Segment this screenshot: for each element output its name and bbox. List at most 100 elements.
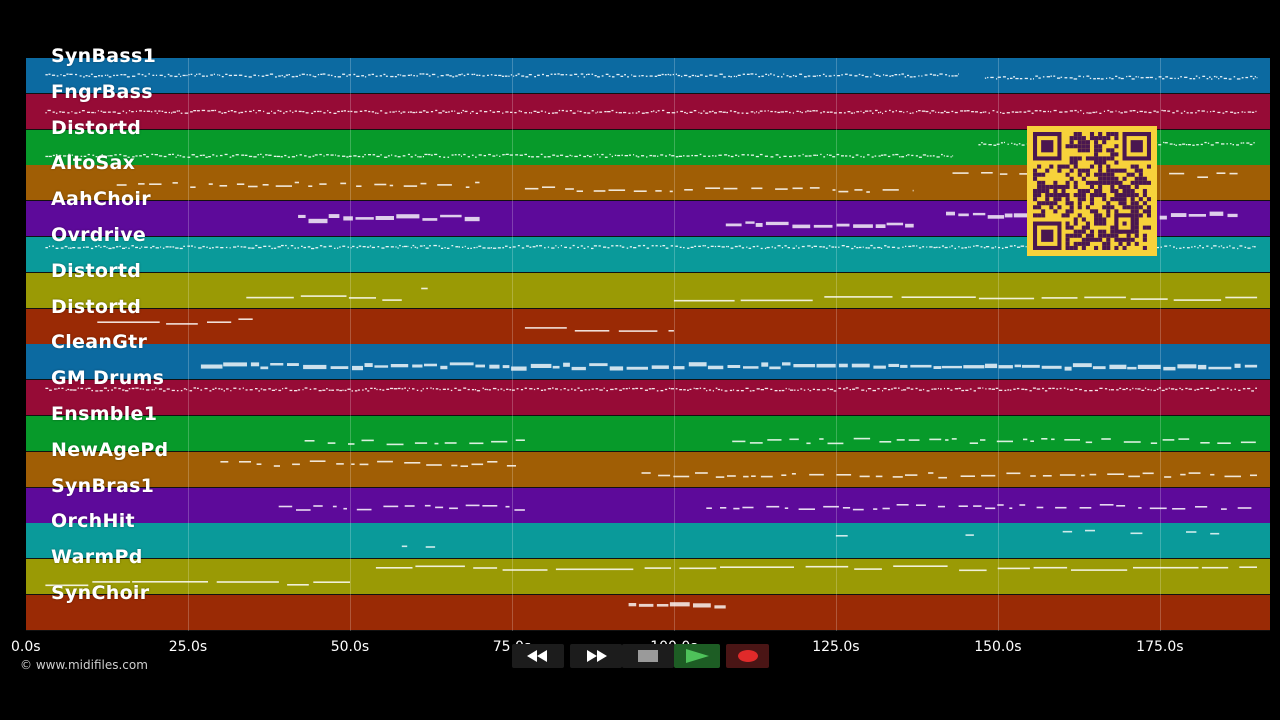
note: [683, 74, 688, 77]
rewind-icon: [527, 650, 547, 662]
note: [280, 155, 283, 157]
note: [1073, 78, 1078, 80]
note-track: [45, 73, 1258, 80]
note: [675, 73, 677, 75]
note: [708, 155, 711, 157]
note: [906, 110, 908, 113]
stop-button[interactable]: [622, 644, 674, 668]
note: [946, 211, 955, 216]
note: [1190, 111, 1193, 114]
note: [58, 387, 60, 390]
note: [500, 388, 503, 390]
track-lane[interactable]: [26, 344, 1270, 381]
note: [308, 185, 313, 188]
track-lane[interactable]: [26, 272, 1270, 309]
qr-code[interactable]: [1027, 126, 1157, 256]
track-lane[interactable]: [26, 451, 1270, 488]
note: [292, 463, 300, 465]
note: [511, 366, 527, 372]
note: [225, 73, 228, 75]
note: [505, 153, 509, 155]
note: [1019, 111, 1022, 113]
track-lane[interactable]: [26, 523, 1270, 560]
track-lane[interactable]: [26, 559, 1270, 596]
note: [770, 155, 774, 158]
note: [877, 388, 880, 390]
play-button[interactable]: [674, 644, 720, 668]
note: [118, 388, 121, 390]
note: [667, 73, 669, 76]
note: [771, 246, 773, 248]
note: [998, 246, 1001, 249]
track-lane[interactable]: [26, 595, 1270, 631]
note: [109, 154, 113, 156]
note: [201, 109, 206, 111]
track-lane[interactable]: [26, 58, 1270, 94]
note: [473, 73, 476, 75]
note: [593, 153, 595, 155]
track-lane[interactable]: [26, 308, 1270, 345]
note: [114, 153, 117, 156]
note: [87, 111, 91, 113]
note: [215, 246, 219, 248]
note: [471, 154, 474, 156]
note: [1169, 245, 1171, 247]
note: [169, 246, 172, 248]
note: [1233, 76, 1236, 78]
note: [290, 245, 294, 247]
note: [60, 247, 64, 249]
rewind-button[interactable]: [512, 644, 564, 668]
note: [1221, 507, 1227, 510]
note: [653, 110, 655, 112]
note: [402, 246, 404, 248]
track-lane[interactable]: [26, 380, 1270, 417]
note: [1240, 141, 1243, 144]
note: [1159, 215, 1167, 220]
note: [294, 247, 296, 249]
note: [430, 387, 432, 389]
note: [1072, 363, 1092, 368]
note: [792, 247, 795, 249]
note: [299, 153, 302, 156]
note: [747, 153, 749, 156]
note: [1109, 365, 1127, 370]
note: [454, 153, 457, 155]
note: [515, 74, 518, 77]
note: [107, 111, 111, 113]
note: [720, 566, 794, 569]
track-lane[interactable]: [26, 487, 1270, 524]
note: [664, 74, 667, 76]
note: [626, 367, 648, 371]
note: [1062, 531, 1073, 533]
note: [1144, 387, 1147, 389]
grid-line: [349, 58, 351, 631]
track-lane[interactable]: [26, 93, 1270, 130]
note: [524, 188, 539, 190]
note: [275, 388, 277, 391]
note: [397, 155, 401, 157]
record-button[interactable]: [726, 644, 769, 668]
note: [201, 75, 205, 77]
note: [628, 112, 631, 114]
note: [708, 389, 712, 391]
note: [816, 154, 818, 156]
note: [68, 153, 71, 155]
note: [835, 535, 848, 537]
track-lane[interactable]: [26, 416, 1270, 452]
note: [340, 182, 347, 185]
note: [183, 245, 185, 247]
note: [537, 74, 540, 76]
note: [1210, 143, 1214, 146]
fast-forward-button[interactable]: [570, 644, 622, 668]
note: [1120, 111, 1123, 114]
note: [708, 110, 712, 113]
note: [371, 110, 374, 113]
note: [609, 366, 624, 371]
note: [107, 390, 109, 392]
note: [1024, 389, 1028, 391]
note: [505, 505, 510, 508]
note: [552, 387, 554, 389]
note: [954, 75, 958, 77]
note: [445, 111, 448, 113]
note: [884, 110, 887, 112]
